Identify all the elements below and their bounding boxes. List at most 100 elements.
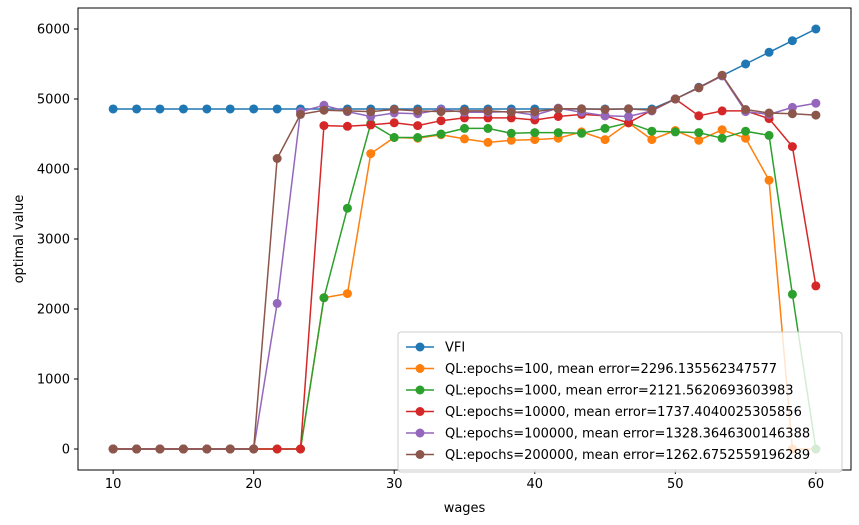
data-point xyxy=(670,127,680,137)
data-point xyxy=(436,107,446,117)
data-point xyxy=(132,104,142,114)
data-point xyxy=(811,281,821,291)
y-axis-label: optimal value xyxy=(12,195,27,284)
data-point xyxy=(366,120,376,130)
y-tick-label: 1000 xyxy=(37,373,70,388)
y-tick-label: 6000 xyxy=(37,23,70,38)
data-point xyxy=(295,444,305,454)
data-point xyxy=(319,105,329,115)
data-point xyxy=(741,133,751,143)
data-point xyxy=(272,444,282,454)
data-point xyxy=(694,135,704,145)
data-point xyxy=(787,36,797,46)
data-point xyxy=(108,104,118,114)
data-point xyxy=(600,105,610,114)
x-tick-label: 40 xyxy=(526,477,543,492)
data-point xyxy=(155,104,165,114)
legend-label: QL:epochs=1000, mean error=2121.56206936… xyxy=(445,384,794,399)
data-point xyxy=(295,109,305,119)
data-point xyxy=(530,128,540,138)
data-point xyxy=(108,444,118,454)
data-point xyxy=(624,112,634,121)
data-point xyxy=(319,121,329,131)
data-point xyxy=(272,298,282,308)
data-point xyxy=(647,135,657,145)
data-point xyxy=(506,107,516,117)
data-point xyxy=(694,128,704,138)
data-point xyxy=(787,109,797,119)
data-point xyxy=(178,104,188,114)
legend-frame xyxy=(397,331,843,473)
legend-label: QL:epochs=100000, mean error=1328.364630… xyxy=(445,427,810,442)
data-point xyxy=(764,175,774,185)
x-tick-label: 10 xyxy=(105,477,122,492)
legend-label: QL:epochs=100, mean error=2296.135562347… xyxy=(445,362,777,377)
data-point xyxy=(787,102,797,112)
data-point xyxy=(741,59,751,69)
data-point xyxy=(577,128,587,138)
data-point xyxy=(272,104,282,114)
data-point xyxy=(624,118,634,128)
data-point xyxy=(647,126,657,136)
x-tick-label: 60 xyxy=(808,477,825,492)
data-point xyxy=(225,104,235,114)
data-point xyxy=(600,135,610,145)
data-point xyxy=(436,116,446,126)
data-point xyxy=(694,111,704,121)
data-point xyxy=(249,444,259,454)
data-point xyxy=(342,106,352,116)
data-point xyxy=(624,104,634,114)
data-point xyxy=(483,137,493,147)
data-point xyxy=(694,83,704,93)
x-axis-label: wages xyxy=(444,501,486,516)
data-point xyxy=(811,110,821,120)
data-point xyxy=(600,123,610,133)
data-point xyxy=(553,112,563,121)
y-tick-label: 2000 xyxy=(37,303,70,318)
data-point xyxy=(319,293,329,303)
data-point xyxy=(366,149,376,159)
x-tick-label: 50 xyxy=(667,477,684,492)
data-point xyxy=(741,105,751,114)
data-point xyxy=(553,128,563,138)
legend: VFI QL:epochs=100, mean error=2296.135562… xyxy=(397,331,843,473)
data-point xyxy=(764,108,774,118)
legend-marker xyxy=(415,342,425,352)
data-point xyxy=(366,107,376,117)
data-point xyxy=(483,106,493,116)
data-point xyxy=(249,104,259,114)
x-tick-label: 30 xyxy=(386,477,403,492)
data-point xyxy=(811,24,821,34)
legend-label: QL:epochs=200000, mean error=1262.675255… xyxy=(445,448,810,463)
data-point xyxy=(389,105,399,114)
data-point xyxy=(717,133,727,143)
data-point xyxy=(342,203,352,213)
legend-label: QL:epochs=10000, mean error=1737.4040025… xyxy=(445,405,802,420)
data-point xyxy=(506,128,516,138)
series-layer xyxy=(108,24,821,454)
data-point xyxy=(787,289,797,299)
data-point xyxy=(600,111,610,121)
y-tick-label: 5000 xyxy=(37,93,70,108)
data-point xyxy=(342,289,352,299)
data-point xyxy=(764,130,774,140)
data-point xyxy=(787,142,797,152)
legend-marker xyxy=(415,385,425,395)
data-point xyxy=(389,133,399,142)
y-tick-label: 4000 xyxy=(37,163,70,178)
legend-marker xyxy=(415,364,425,373)
y-axis: 0 1000 2000 3000 4000 5000 6000 xyxy=(37,23,78,458)
data-point xyxy=(506,135,516,145)
legend-marker xyxy=(415,407,425,416)
data-point xyxy=(553,104,563,114)
data-point xyxy=(436,129,446,139)
x-tick-label: 20 xyxy=(245,477,262,492)
data-point xyxy=(413,121,423,131)
data-point xyxy=(272,154,282,163)
data-point xyxy=(389,118,399,128)
y-tick-label: 0 xyxy=(62,443,70,458)
data-point xyxy=(670,94,680,104)
data-point xyxy=(225,444,235,454)
x-axis: 10 20 30 40 50 60 xyxy=(105,470,824,492)
